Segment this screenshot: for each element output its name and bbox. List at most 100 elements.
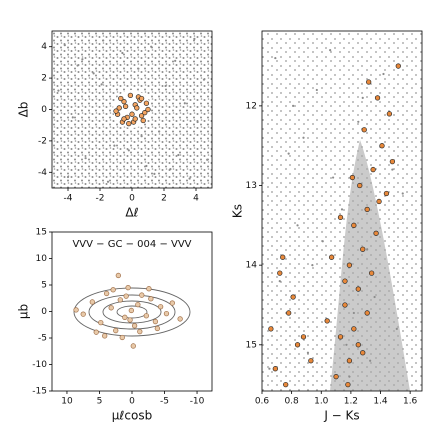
y-tick-label: 13 [246, 181, 257, 191]
member-point [355, 342, 361, 348]
member-point [135, 301, 141, 308]
field-point [81, 58, 84, 61]
field-point [63, 44, 66, 47]
y-tick-label: 5 [41, 281, 47, 291]
member-point [138, 113, 145, 119]
member-point [364, 310, 370, 316]
member-point [121, 116, 127, 122]
member-point [137, 328, 143, 335]
field-point [373, 295, 376, 299]
member-point [294, 342, 301, 348]
member-point [277, 270, 283, 276]
member-point [337, 214, 344, 221]
y-tick-label: 14 [246, 261, 258, 271]
y-tick-label: 15 [246, 340, 257, 350]
member-point [357, 182, 363, 189]
field-point [76, 64, 79, 67]
member-point [134, 105, 140, 111]
field-point [164, 84, 167, 88]
member-point [145, 106, 151, 113]
x-tick-label: 0.8 [284, 397, 299, 407]
member-point [290, 294, 296, 300]
member-point [364, 206, 370, 213]
member-point [89, 299, 95, 305]
field-point [352, 311, 355, 315]
member-point [110, 287, 116, 293]
member-point [324, 318, 330, 324]
x-tick-label: 1.6 [403, 397, 418, 407]
member-point [127, 92, 134, 99]
field-point [140, 135, 143, 138]
member-point [73, 307, 79, 313]
member-point [142, 109, 148, 116]
x-tick-label: 4 [193, 194, 199, 204]
field-point [92, 72, 95, 75]
field-point [302, 136, 305, 139]
field-point [100, 83, 103, 86]
field-point [174, 59, 177, 62]
field-point [391, 168, 394, 171]
member-point [376, 198, 382, 205]
plot-area [73, 272, 183, 349]
y-tick-label: 12 [246, 101, 257, 111]
y-tick-label: 10 [36, 254, 48, 264]
field-point [366, 248, 369, 251]
x-axis-label: J − Ks [323, 409, 359, 423]
field-point [345, 343, 348, 346]
member-point [337, 334, 344, 340]
member-point [286, 310, 292, 316]
member-point [122, 314, 128, 320]
field-point [177, 153, 180, 157]
field-point [361, 96, 364, 100]
member-point [102, 333, 108, 339]
field-point [329, 49, 332, 52]
member-point [272, 366, 278, 372]
field-point [332, 176, 335, 179]
member-point [333, 374, 339, 380]
field-point [315, 88, 318, 92]
member-point [383, 190, 390, 197]
member-point [370, 166, 376, 173]
member-point [143, 100, 150, 106]
y-tick-label: -4 [38, 168, 47, 178]
member-point [143, 313, 149, 319]
field-point [292, 104, 295, 107]
field-point [268, 367, 271, 370]
field-point [183, 102, 186, 105]
field-point [357, 120, 360, 123]
field-point [137, 67, 140, 70]
plot-area [268, 49, 404, 388]
field-point [102, 39, 105, 42]
member-point [351, 326, 357, 332]
member-point [122, 103, 129, 110]
x-tick-label: -5 [160, 397, 169, 407]
field-point [348, 375, 351, 378]
field-point [145, 164, 148, 168]
y-tick-label: -10 [32, 360, 47, 370]
field-point [169, 168, 172, 171]
member-point [328, 254, 335, 260]
member-point [368, 270, 375, 276]
member-point [360, 350, 366, 356]
x-axis-label: Δℓ [125, 206, 138, 220]
member-point [351, 222, 357, 228]
member-point [140, 117, 146, 124]
field-point [153, 172, 156, 175]
x-tick-label: 1.2 [344, 397, 358, 407]
member-point [131, 323, 138, 329]
y-tick-label: 0 [41, 307, 47, 317]
field-point [121, 51, 124, 55]
x-tick-label: -4 [64, 194, 73, 204]
member-point [125, 285, 131, 291]
member-point [98, 319, 104, 326]
member-point [126, 120, 132, 127]
member-point [395, 63, 401, 69]
field-point [84, 157, 87, 160]
field-point [71, 116, 74, 119]
member-point [283, 381, 289, 388]
member-point [374, 95, 381, 101]
member-point [113, 327, 119, 334]
member-point [389, 158, 396, 165]
field-point [382, 72, 385, 76]
member-point [113, 108, 119, 114]
